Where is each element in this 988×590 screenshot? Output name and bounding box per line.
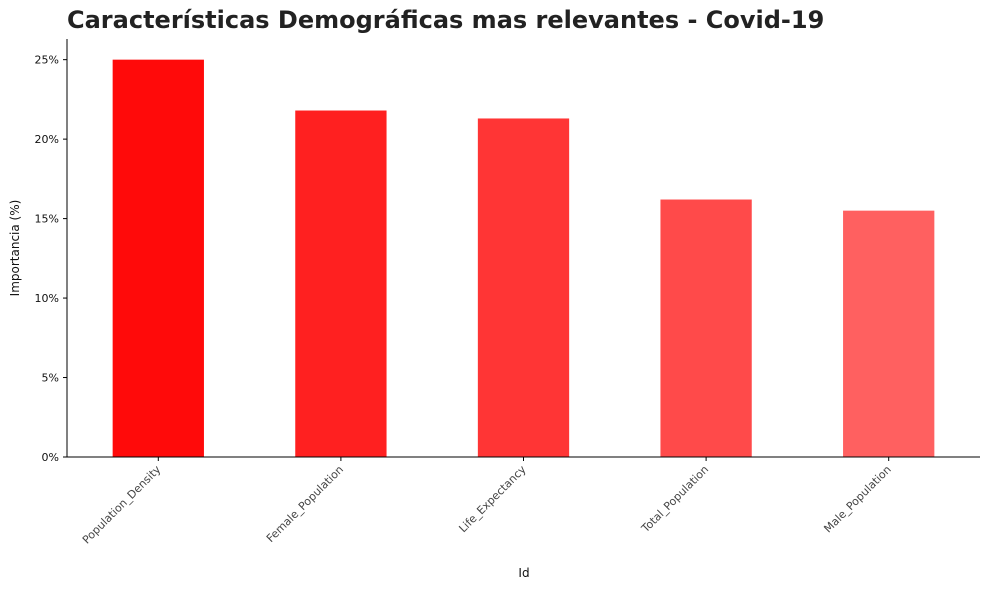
- chart-title: Características Demográficas mas relevan…: [67, 6, 825, 34]
- x-tick-label: Life_Expectancy: [456, 463, 529, 536]
- y-tick-label: 0%: [42, 451, 59, 464]
- bar-population-density: [112, 59, 204, 457]
- y-tick-label: 20%: [35, 133, 59, 146]
- x-tick-label: Male_Population: [821, 463, 893, 535]
- y-axis-label: Importancia (%): [8, 200, 22, 297]
- x-tick-label: Total_Population: [638, 463, 711, 536]
- y-tick-label: 25%: [35, 54, 59, 67]
- bar-total-population: [660, 199, 752, 457]
- x-axis-label: Id: [518, 566, 529, 580]
- x-tick-label: Population_Density: [80, 463, 164, 547]
- y-tick-label: 5%: [42, 372, 59, 385]
- bar-life-expectancy: [477, 118, 570, 457]
- y-tick-label: 10%: [35, 292, 59, 305]
- y-tick-label: 15%: [35, 213, 59, 226]
- bar-male-population: [843, 210, 935, 457]
- x-tick-label: Female_Population: [264, 463, 346, 545]
- bars-group: [112, 59, 935, 458]
- bar-female-population: [295, 110, 387, 458]
